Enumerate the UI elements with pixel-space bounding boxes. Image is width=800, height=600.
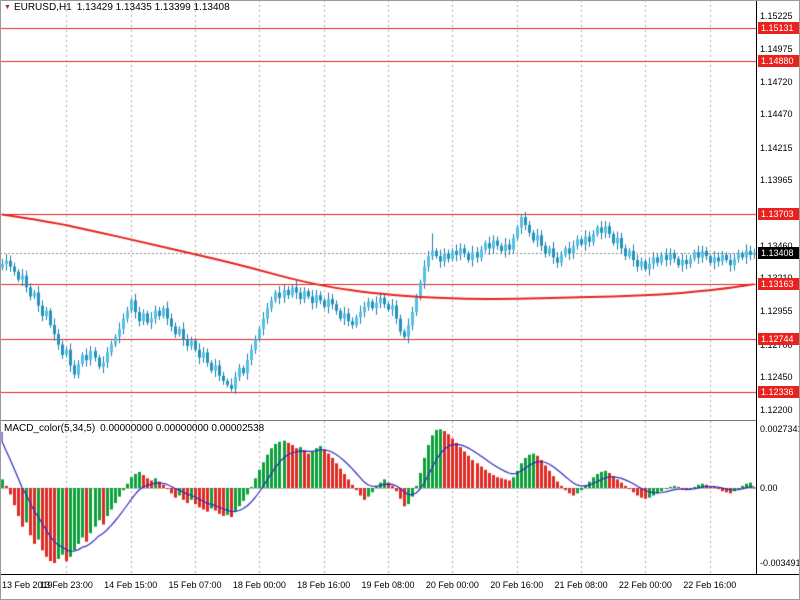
macd-indicator-canvas[interactable] — [0, 421, 756, 574]
price-tick-label: 1.14975 — [760, 43, 793, 54]
time-tick-label: 15 Feb 07:00 — [168, 580, 222, 590]
price-tick-label: 1.12200 — [760, 404, 793, 415]
price-tick-label: 1.12450 — [760, 372, 793, 383]
price-level-label[interactable]: 1.12744 — [758, 332, 800, 345]
price-level-label[interactable]: 1.13703 — [758, 208, 800, 221]
macd-title: MACD_color(5,34,5) 0.00000000 0.00000000 … — [4, 423, 264, 434]
price-tick-label: 1.13210 — [760, 273, 793, 283]
ohlc-quote-label: 1.13429 1.13435 1.13399 1.13408 — [76, 2, 230, 13]
macd-values-label: 0.00000000 0.00000000 0.00002538 — [100, 423, 265, 434]
macd-tick-label: 0.0027341 — [760, 424, 800, 435]
chart-title: ▼ EURUSD,H1 1.13429 1.13435 1.13399 1.1340… — [4, 2, 230, 13]
symbol-timeframe-label: EURUSD,H1 — [13, 2, 72, 13]
time-tick-label: 14 Feb 15:00 — [104, 580, 158, 590]
candlestick-chart-canvas[interactable] — [0, 0, 756, 420]
price-axis[interactable]: 1.15225 1.14975 1.14720 1.14470 1.14215 1.139… — [756, 0, 800, 574]
time-tick-label: 13 Feb 2019 — [2, 580, 53, 590]
current-price-label: 1.13408 — [758, 246, 800, 259]
price-level-label[interactable]: 1.12336 — [758, 385, 800, 398]
panel-separator — [0, 420, 800, 421]
time-tick-label: 19 Feb 08:00 — [361, 580, 415, 590]
time-tick-label: 21 Feb 08:00 — [554, 580, 608, 590]
time-tick-label: 22 Feb 16:00 — [683, 580, 737, 590]
time-axis[interactable]: 13 Feb 2019 13 Feb 23:00 14 Feb 15:00 15 Fe… — [0, 574, 800, 600]
price-tick-label: 1.14720 — [760, 76, 793, 87]
price-tick-label: 1.13460 — [760, 241, 793, 251]
time-tick-label: 22 Feb 00:00 — [618, 580, 672, 590]
price-level-label[interactable]: 1.14880 — [758, 55, 800, 68]
macd-tick-label: 0.00 — [760, 483, 778, 493]
symbol-marker-icon: ▼ — [4, 4, 11, 11]
time-tick-label: 20 Feb 16:00 — [490, 580, 544, 590]
price-level-label[interactable]: 1.15131 — [758, 22, 800, 35]
price-tick-label: 1.13965 — [760, 175, 793, 186]
time-tick-label: 20 Feb 00:00 — [425, 580, 479, 590]
time-tick-label: 18 Feb 16:00 — [297, 580, 351, 590]
macd-indicator-label: MACD_color(5,34,5) — [4, 423, 96, 434]
price-tick-label: 1.14470 — [760, 109, 793, 120]
macd-tick-label: -0.0034916 — [760, 558, 800, 569]
price-tick-label: 1.12955 — [760, 306, 793, 317]
price-level-label[interactable]: 1.13163 — [758, 278, 800, 291]
time-tick-label: 18 Feb 00:00 — [232, 580, 286, 590]
price-tick-label: 1.15225 — [760, 11, 793, 22]
price-tick-label: 1.14215 — [760, 142, 793, 153]
time-tick-label: 13 Feb 23:00 — [39, 580, 93, 590]
